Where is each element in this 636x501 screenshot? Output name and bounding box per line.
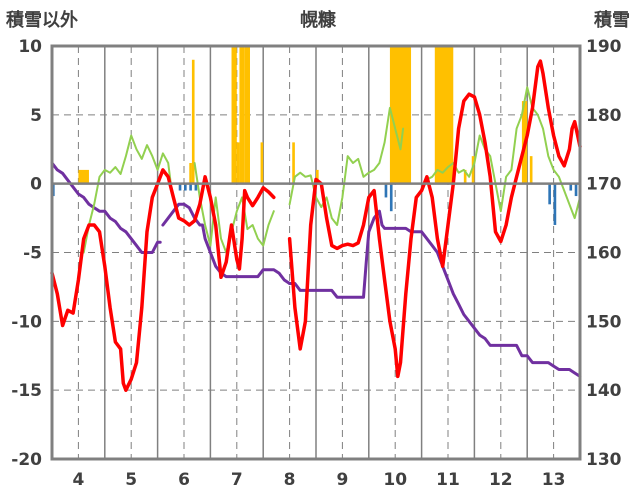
precip_bar-bar — [244, 46, 250, 184]
y-left-tick-label: -10 — [11, 312, 42, 332]
lines — [50, 59, 582, 392]
temperature-line — [287, 59, 582, 379]
plot-frame — [50, 44, 582, 461]
precip_bar-bar — [292, 142, 295, 184]
y-right-tick-label: 130 — [586, 450, 622, 470]
x-tick-label: 10 — [383, 470, 407, 490]
sunshine-line — [288, 106, 405, 226]
snow_change_bar-bar — [548, 183, 551, 205]
precip_bar-bar — [471, 156, 475, 184]
snow_change_bar-bar — [184, 183, 187, 191]
precip_bar-bar — [78, 169, 89, 184]
y-right-tick-label: 180 — [586, 106, 622, 126]
precip_bar-bar — [389, 46, 412, 184]
x-tick-label: 9 — [336, 470, 348, 490]
grid — [52, 46, 580, 459]
precip_bar-bar — [463, 169, 467, 184]
precip_bar-bar — [239, 46, 245, 184]
x-tick-label: 12 — [489, 470, 513, 490]
x-tick-label: 13 — [542, 470, 566, 490]
snow_change_bar-bar — [384, 183, 388, 198]
precip_bar-bar — [236, 142, 240, 184]
snow_change_bar-bar — [389, 183, 393, 212]
snow_change_bar-bar — [574, 183, 578, 197]
y-left-tick-label: -15 — [11, 381, 42, 401]
snow_change_bar-bar — [569, 183, 573, 191]
y-left-tick-label: 10 — [18, 37, 42, 57]
sunshine-line — [82, 134, 172, 254]
x-tick-label: 8 — [284, 470, 296, 490]
precip_bar-bar — [260, 142, 264, 184]
y-left-tick-label: 0 — [30, 175, 42, 195]
left-axis-label: 積雪以外 — [5, 9, 78, 31]
temperature-line — [50, 168, 276, 392]
y-left-tick-label: 5 — [30, 106, 42, 126]
snow_depth-line — [161, 202, 292, 285]
precip_bar-bar — [191, 59, 195, 184]
x-tick-label: 5 — [125, 470, 137, 490]
tick-labels: 10 190 5 180 0 170 -5 160 -10 150 -15 140 -20 130 4 5 6 7… — [11, 37, 621, 490]
precip_bar-bar — [434, 46, 454, 184]
precip_bar-bar — [529, 156, 533, 184]
snow_change_bar-bar — [553, 183, 557, 225]
y-right-tick-label: 190 — [586, 37, 622, 57]
x-tick-label: 6 — [178, 470, 190, 490]
snow_depth-line — [288, 209, 582, 378]
snow_change_bar-bar — [189, 183, 192, 191]
x-tick-label: 7 — [231, 470, 243, 490]
y-right-tick-label: 160 — [586, 244, 622, 264]
sunshine-line — [193, 162, 275, 254]
y-right-tick-label: 150 — [586, 312, 622, 332]
y-left-tick-label: -20 — [11, 450, 42, 470]
sunshine-line — [425, 86, 581, 220]
snow_change_bar-bar — [178, 183, 182, 191]
chart-title: 幌糠 — [300, 9, 337, 31]
snow_depth-line — [50, 161, 162, 254]
x-tick-label: 4 — [72, 470, 84, 490]
y-left-tick-label: -5 — [23, 244, 42, 264]
y-right-tick-label: 140 — [586, 381, 622, 401]
right-axis-label: 積雪 — [593, 9, 630, 31]
precip_bar-bar — [189, 163, 192, 184]
precip_bar-bar — [231, 46, 237, 184]
precip_bar-bar — [316, 169, 319, 184]
y-right-tick-label: 170 — [586, 175, 622, 195]
x-tick-label: 11 — [436, 470, 460, 490]
snow_change_bar-bar — [194, 183, 198, 191]
